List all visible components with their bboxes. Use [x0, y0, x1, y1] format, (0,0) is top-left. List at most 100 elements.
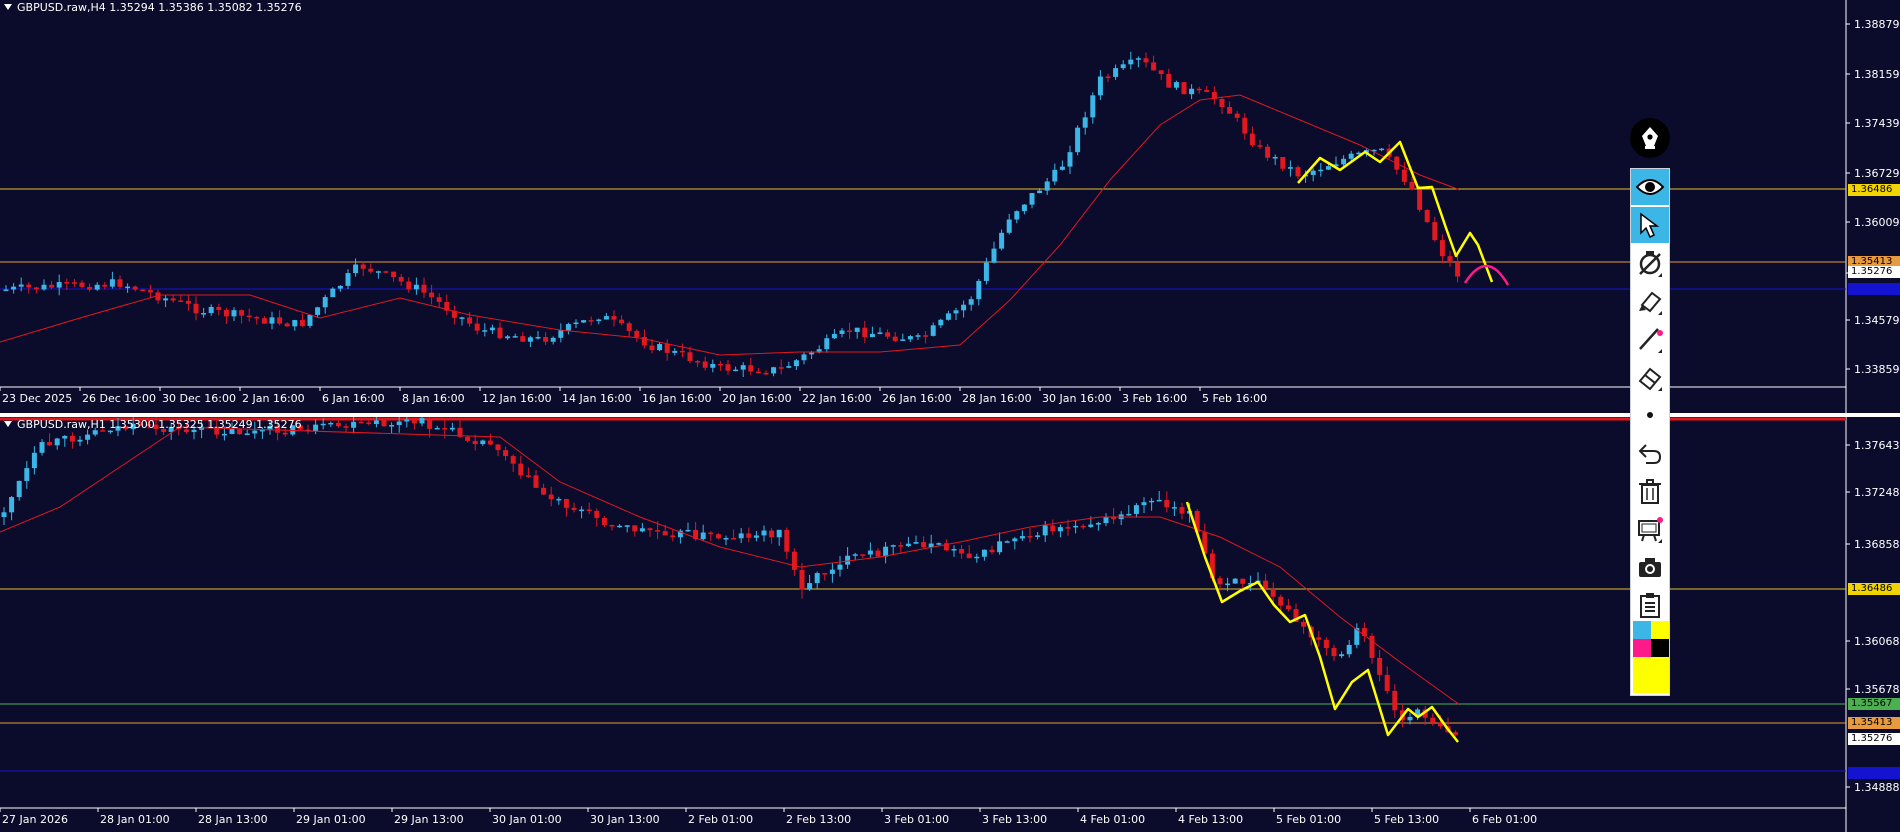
selected-color-swatch[interactable] [1633, 657, 1669, 693]
candle-body [1126, 513, 1132, 516]
candle-body [1247, 583, 1253, 585]
time-tick-label: 4 Feb 01:00 [1080, 813, 1145, 826]
candle-body [1059, 166, 1065, 170]
clipboard-button[interactable] [1631, 587, 1669, 623]
undo-button[interactable] [1631, 435, 1669, 471]
candle-body [875, 550, 881, 557]
candle-body [92, 430, 98, 435]
candle-body [1323, 639, 1329, 648]
color-swatch-black[interactable] [1651, 639, 1669, 657]
toggle-visibility-button[interactable] [1631, 169, 1669, 205]
candle-body [700, 532, 706, 540]
candle-body [1135, 58, 1141, 60]
candle-body [1141, 502, 1147, 506]
candle-body [1057, 527, 1063, 532]
screenshot-button[interactable] [1631, 549, 1669, 585]
eraser-tool-button[interactable] [1631, 359, 1669, 395]
candle-body [518, 463, 524, 476]
candle-body [1280, 156, 1286, 169]
chart-separator[interactable] [0, 413, 1900, 417]
hide-drawings-button[interactable] [1631, 245, 1669, 281]
candle-body [1189, 88, 1195, 95]
time-tick-label: 14 Jan 16:00 [562, 392, 632, 405]
candle-body [541, 487, 547, 495]
candle-body [824, 338, 830, 350]
color-swatch-cyan[interactable] [1633, 621, 1651, 639]
pen-tool-button[interactable] [1630, 118, 1670, 158]
candle-body [831, 333, 837, 339]
candle-body [1331, 647, 1337, 657]
board-icon [1638, 517, 1663, 543]
moving-average-line [0, 426, 1461, 706]
candle-body [1014, 211, 1020, 220]
candle-body [54, 438, 60, 446]
price-tick-label: 1.36068 [1854, 635, 1900, 648]
time-tick-label: 2 Jan 16:00 [242, 392, 305, 405]
time-tick-label: 4 Feb 13:00 [1178, 813, 1243, 826]
candle-body [9, 497, 15, 513]
candle-body [1455, 262, 1461, 277]
candle-body [1080, 525, 1086, 528]
candle-body [679, 350, 685, 353]
candle-body [740, 365, 746, 370]
price-tick-label: 1.36009 [1854, 216, 1900, 229]
candle-body [1407, 716, 1413, 721]
candle-body [252, 430, 258, 434]
candle-body [809, 352, 815, 355]
delete-all-button[interactable] [1631, 473, 1669, 509]
candle-body [1227, 106, 1233, 114]
undo-icon [1638, 444, 1662, 464]
candle-body [396, 421, 402, 426]
h1-chart-title: GBPUSD.raw,H1 1.35300 1.35325 1.35249 1.… [2, 418, 302, 431]
h1-chart-window[interactable]: 1.37643 1.37248 1.36858 1.36068 1.35678 1.348… [0, 417, 1900, 832]
candle-body [1006, 219, 1012, 233]
candle-body [1263, 580, 1269, 589]
candle-body [930, 325, 936, 336]
candle-body [603, 316, 609, 320]
h4-price-chart[interactable]: 1.38879 1.38159 1.37439 1.36729 1.36009 1.352… [0, 0, 1900, 413]
chart-menu-arrow-icon[interactable] [4, 421, 12, 427]
candle-body [915, 335, 921, 337]
candle-body [755, 371, 761, 374]
eraser-icon [1638, 367, 1662, 391]
candle-body [353, 264, 359, 274]
candle-body [64, 282, 70, 284]
candle-body [921, 542, 927, 548]
candle-body [444, 301, 450, 311]
candle-body [662, 531, 668, 536]
candle-body [130, 423, 136, 430]
candle-body [943, 543, 949, 551]
chart-menu-arrow-icon[interactable] [4, 4, 12, 10]
candle-body [1037, 190, 1043, 194]
candle-body [191, 429, 197, 433]
candle-body [1, 512, 7, 517]
h1-price-chart[interactable]: 1.37643 1.37248 1.36858 1.36068 1.35678 1.348… [0, 417, 1900, 832]
camera-icon [1639, 558, 1661, 577]
color-swatch-yellow[interactable] [1651, 621, 1669, 639]
candle-body [1242, 117, 1248, 134]
candle-body [427, 418, 433, 429]
candle-body [69, 435, 75, 442]
highlighter-tool-button[interactable] [1631, 283, 1669, 319]
candle-body [761, 530, 767, 536]
candle-body [543, 336, 549, 342]
line-tool-button[interactable] [1631, 321, 1669, 357]
board-tool-button[interactable] [1631, 511, 1669, 547]
candle-body [1430, 717, 1436, 723]
dot-size-button[interactable] [1631, 397, 1669, 433]
candle-body [1447, 256, 1453, 263]
color-swatch-magenta[interactable] [1633, 639, 1651, 657]
time-tick-label: 3 Feb 01:00 [884, 813, 949, 826]
candle-body [601, 517, 607, 526]
h4-chart-window[interactable]: 1.38879 1.38159 1.37439 1.36729 1.36009 1.352… [0, 0, 1900, 413]
time-tick-label: 28 Jan 16:00 [962, 392, 1032, 405]
candle-body [487, 440, 493, 445]
candle-body [1113, 68, 1119, 77]
candle-body [1346, 644, 1352, 655]
candle-body [649, 345, 655, 351]
projection-curve [1463, 264, 1510, 286]
cursor-tool-button[interactable] [1631, 207, 1669, 243]
candle-body [1225, 583, 1231, 586]
candle-body [404, 419, 410, 422]
time-tick-label: 20 Jan 16:00 [722, 392, 792, 405]
